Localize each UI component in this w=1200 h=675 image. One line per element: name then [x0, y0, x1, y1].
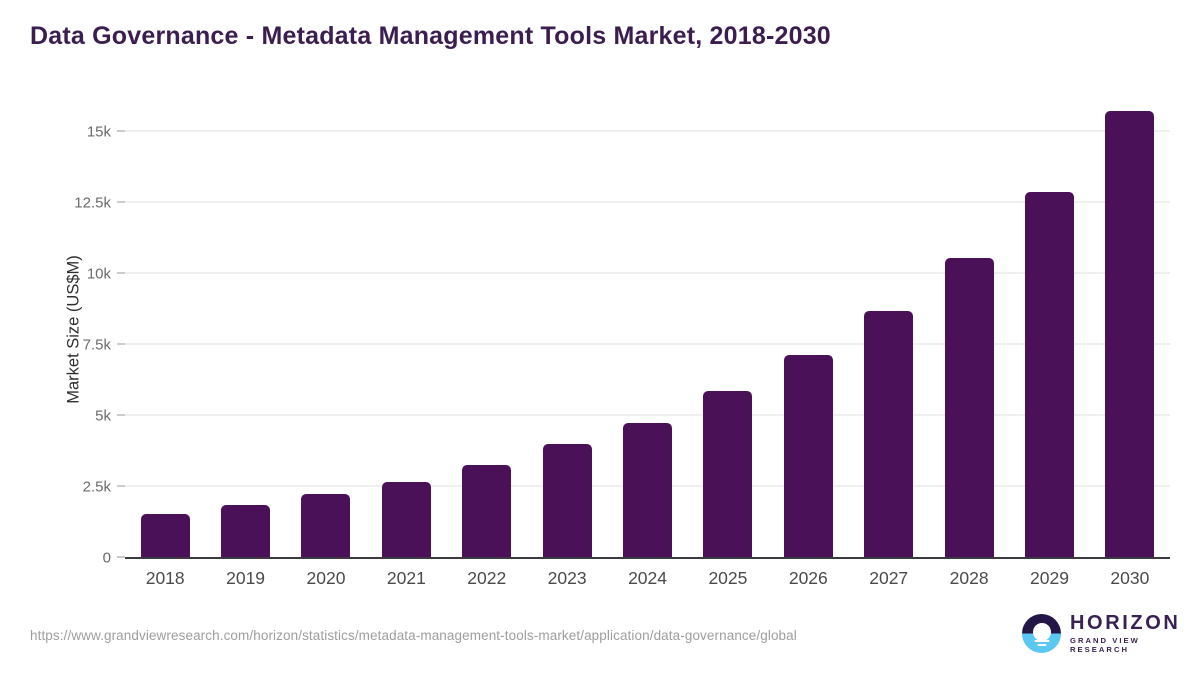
plot-area: 0 2.5k 5k 7.5k 10k 12.5k 15k — [74, 104, 1170, 566]
y-tick-label: 0 — [102, 549, 111, 567]
bar-cell — [1009, 104, 1089, 558]
y-axis-tickmark — [117, 485, 125, 487]
y-axis-tickmark — [117, 556, 125, 558]
bars-layer — [125, 104, 1170, 558]
y-tick-label: 15k — [86, 123, 111, 141]
x-tick-label: 2024 — [628, 568, 667, 588]
gridline — [125, 201, 1170, 203]
y-axis-tickmark — [117, 343, 125, 345]
page-title: Data Governance - Metadata Management To… — [30, 22, 831, 50]
bar-cell — [286, 104, 366, 558]
reflection-line-icon — [1034, 639, 1049, 643]
x-tick-label: 2023 — [547, 568, 587, 588]
bar-cell — [366, 104, 446, 558]
bar-2020[interactable] — [301, 494, 351, 558]
y-axis-title: Market Size (US$M) — [64, 255, 83, 404]
bar-2026[interactable] — [783, 354, 833, 558]
horizon-sun-icon — [1022, 614, 1061, 653]
x-axis-labels: 2018 2019 2020 2021 2022 2023 2024 2025 2026 2027… — [125, 568, 1170, 589]
bar-2019[interactable] — [221, 504, 271, 558]
horizon-logo[interactable]: HORIZON GRAND VIEW RESEARCH — [1022, 613, 1200, 654]
gridline — [125, 272, 1170, 274]
x-tick-label: 2025 — [708, 568, 748, 588]
y-axis-tickmark — [117, 201, 125, 203]
bar-cell — [768, 104, 848, 558]
x-tick-label: 2027 — [869, 568, 909, 588]
reflection-line-icon — [1037, 644, 1046, 647]
logo-name: HORIZON — [1070, 612, 1181, 634]
bar-2022[interactable] — [462, 465, 512, 558]
y-tick-label: 5k — [95, 407, 111, 425]
x-axis-line — [125, 557, 1170, 559]
x-tick-label: 2022 — [467, 568, 507, 588]
logo-tagline: GRAND VIEW RESEARCH — [1070, 636, 1140, 654]
bar-2018[interactable] — [140, 513, 190, 558]
y-tick-label: 12.5k — [74, 194, 111, 212]
bar-cell — [607, 104, 687, 558]
y-tick-label: 2.5k — [82, 478, 111, 496]
bar-2024[interactable] — [623, 423, 673, 558]
source-url: https://www.grandviewresearch.com/horizo… — [30, 628, 797, 643]
x-tick-label: 2019 — [226, 568, 266, 588]
bar-2029[interactable] — [1024, 191, 1074, 558]
bar-cell — [447, 104, 527, 558]
bar-2021[interactable] — [381, 482, 431, 558]
sun-icon — [1032, 623, 1051, 641]
x-tick-label: 2028 — [949, 568, 989, 588]
gridline — [125, 343, 1170, 345]
y-axis-tickmark — [117, 130, 125, 132]
bar-cell — [527, 104, 607, 558]
gridline — [125, 130, 1170, 132]
y-axis-tickmark — [117, 272, 125, 274]
bar-cell — [929, 104, 1009, 558]
bar-cell — [1090, 104, 1170, 558]
logo-text: HORIZON GRAND VIEW RESEARCH — [1070, 613, 1200, 654]
x-tick-label: 2018 — [145, 568, 185, 588]
bar-2027[interactable] — [864, 311, 914, 558]
x-tick-label: 2029 — [1030, 568, 1069, 588]
y-tick-label: 10k — [86, 265, 111, 283]
y-tick-label: 7.5k — [82, 336, 111, 354]
bar-cell — [125, 104, 205, 558]
bar-2030[interactable] — [1105, 111, 1155, 558]
bar-cell — [205, 104, 285, 558]
bar-2023[interactable] — [542, 444, 592, 558]
x-tick-label: 2030 — [1110, 568, 1150, 588]
y-axis-tickmark — [117, 414, 125, 416]
bar-2025[interactable] — [703, 391, 753, 558]
x-tick-label: 2021 — [386, 568, 426, 588]
gridline — [125, 414, 1170, 416]
bar-cell — [849, 104, 929, 558]
bar-cell — [688, 104, 768, 558]
x-tick-label: 2026 — [788, 568, 828, 588]
x-tick-label: 2020 — [306, 568, 346, 588]
bar-2028[interactable] — [944, 258, 994, 558]
